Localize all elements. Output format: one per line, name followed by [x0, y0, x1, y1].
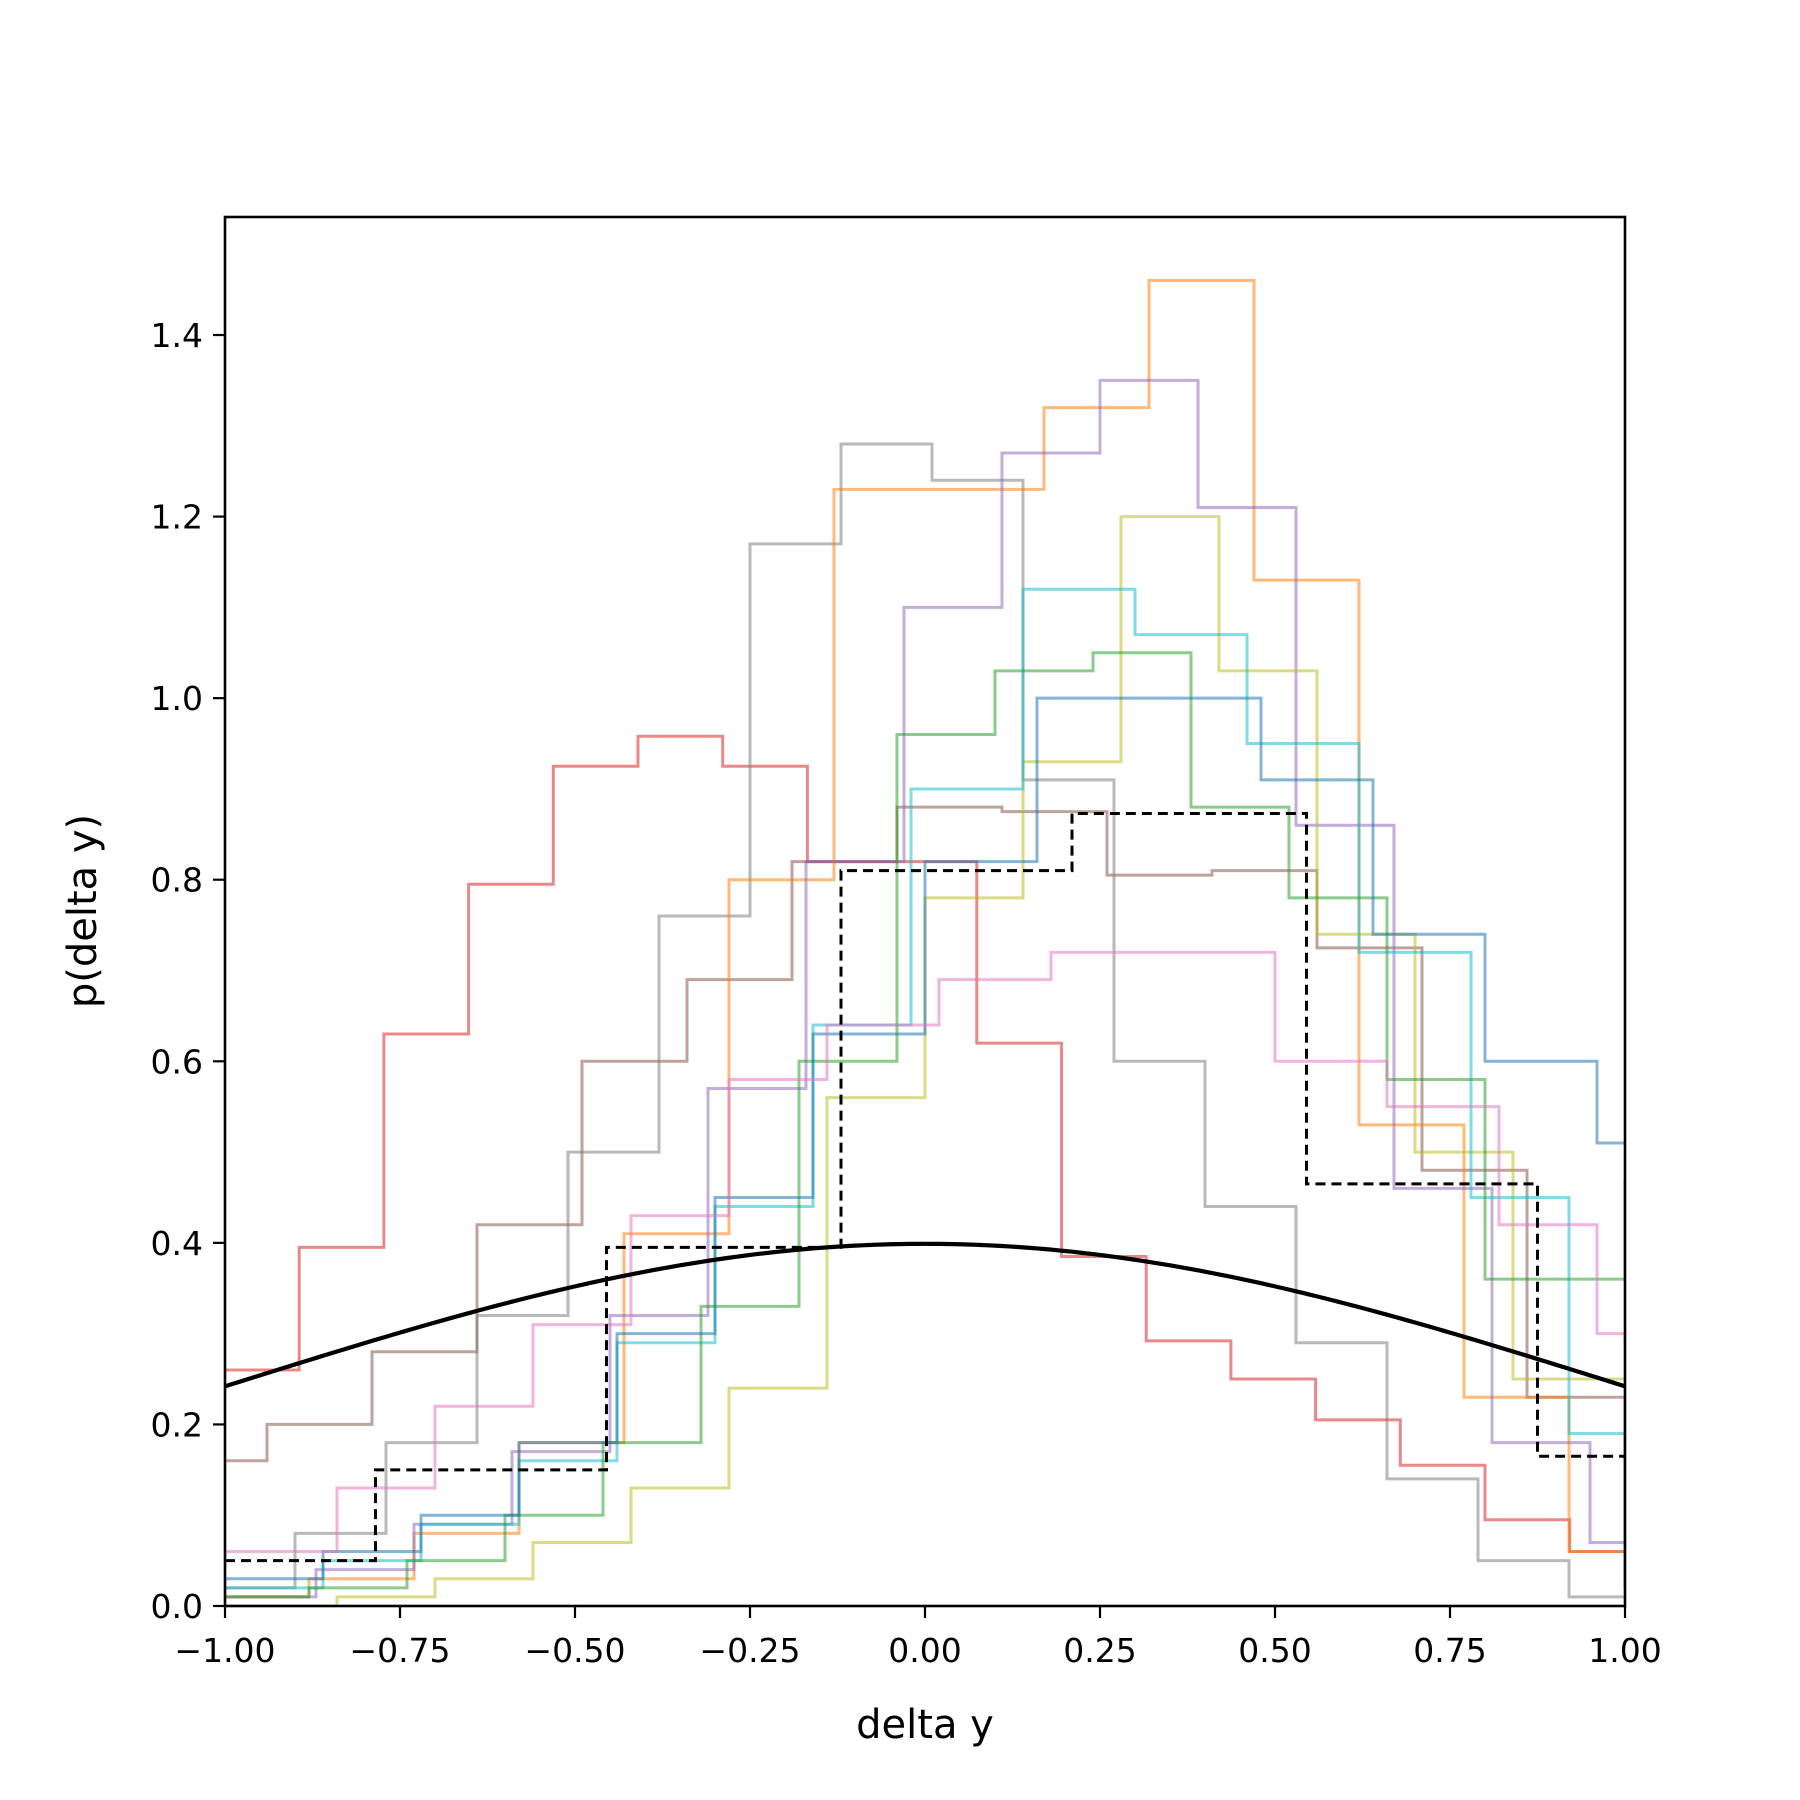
- y-tick-label: 0.4: [151, 1224, 203, 1263]
- histogram-series-8: [225, 651, 1625, 1599]
- reference-histogram-dashed: [225, 811, 1625, 1563]
- axes-frame: [223, 215, 1627, 1608]
- y-tick-label: 1.2: [151, 498, 203, 537]
- y-axis-label: p(delta y): [60, 814, 106, 1008]
- y-tick-label: 1.4: [151, 316, 203, 355]
- x-tick-label: 1.00: [1588, 1631, 1661, 1670]
- y-tick-label: 0.2: [151, 1405, 203, 1444]
- histogram-series-9: [225, 696, 1625, 1581]
- histogram-series-3: [225, 442, 1625, 1599]
- normal-pdf-curve: [225, 1241, 1625, 1389]
- x-tick-label: −0.75: [349, 1631, 450, 1670]
- tick-labels: −1.00 −0.75 −0.50 −0.25 0.00 0.25 0.50 0.75 1.00…: [151, 316, 1662, 1670]
- histogram-series-4: [225, 279, 1625, 1599]
- histogram-series-10: [225, 950, 1625, 1554]
- x-tick-label: 0.75: [1413, 1631, 1486, 1670]
- y-tick-label: 0.6: [151, 1042, 203, 1081]
- x-tick-label: 0.25: [1063, 1631, 1136, 1670]
- y-tick-label: 0.8: [151, 861, 203, 900]
- x-tick-label: −1.00: [174, 1631, 275, 1670]
- histogram-series-7: [225, 587, 1625, 1590]
- y-tick-label: 1.0: [151, 679, 203, 718]
- plot-area: [225, 279, 1625, 1606]
- y-tick-label: 0.0: [151, 1587, 203, 1626]
- x-tick-label: 0.50: [1238, 1631, 1311, 1670]
- x-tick-label: −0.50: [524, 1631, 625, 1670]
- tick-marks: [213, 333, 1627, 1618]
- x-tick-label: 0.00: [888, 1631, 961, 1670]
- x-tick-label: −0.25: [699, 1631, 800, 1670]
- x-axis-label: delta y: [856, 1702, 994, 1748]
